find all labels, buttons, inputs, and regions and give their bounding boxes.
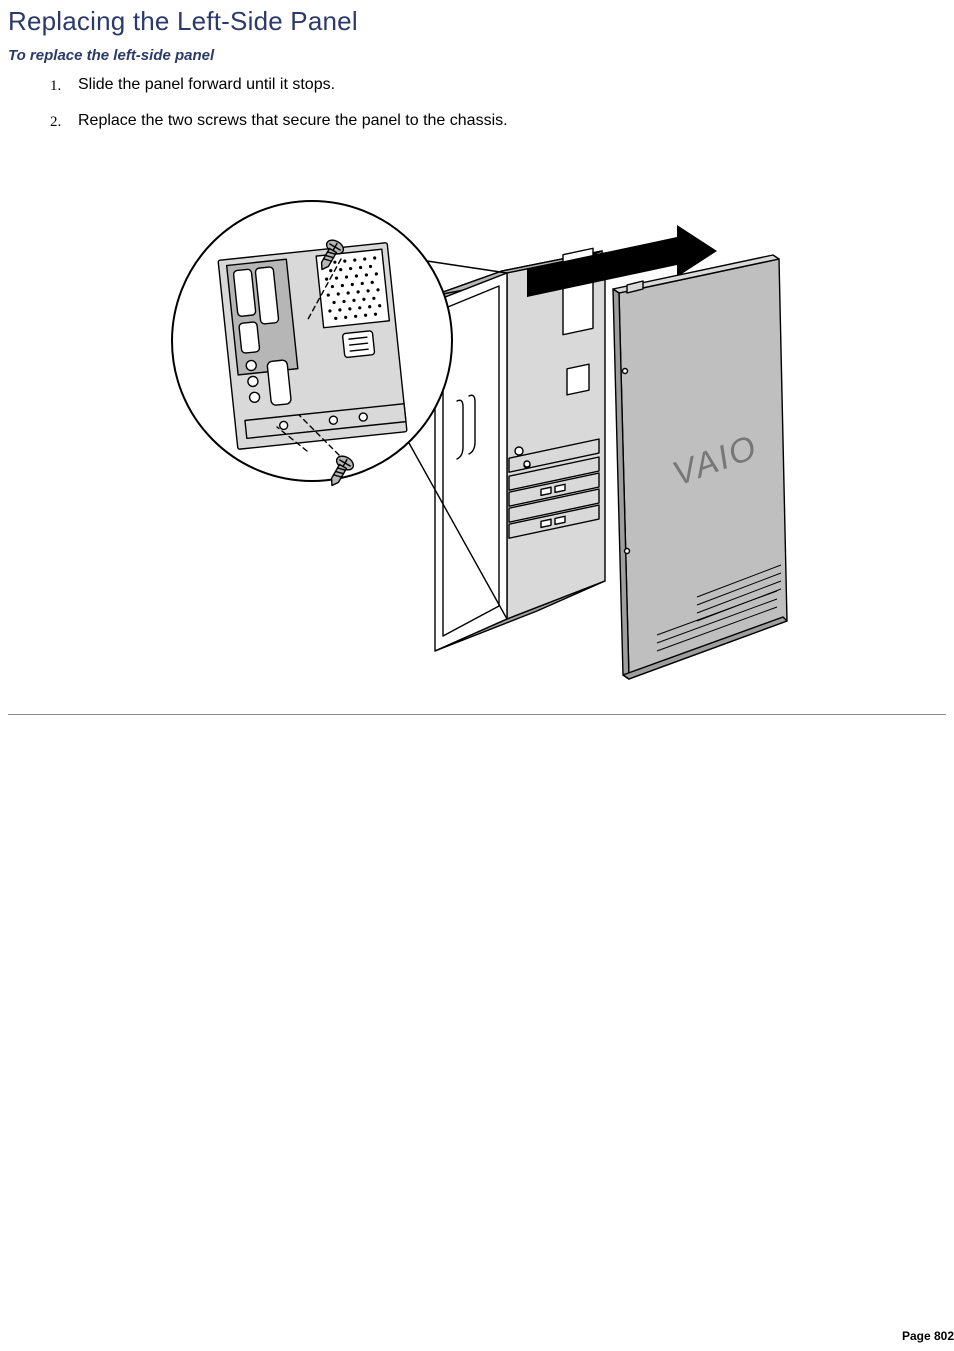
step-item: Slide the panel forward until it stops.	[50, 74, 946, 96]
step-item: Replace the two screws that secure the p…	[50, 110, 946, 132]
panel-replacement-figure: VAIO	[157, 151, 797, 696]
figure-container: VAIO	[8, 151, 946, 696]
side-panel-icon: VAIO	[613, 255, 787, 679]
page-number: Page 802	[902, 1329, 954, 1343]
section-divider	[8, 714, 946, 715]
tower-icon	[435, 249, 605, 652]
steps-list: Slide the panel forward until it stops. …	[50, 74, 946, 131]
section-subhead: To replace the left-side panel	[8, 47, 946, 64]
page-title: Replacing the Left-Side Panel	[8, 6, 946, 37]
